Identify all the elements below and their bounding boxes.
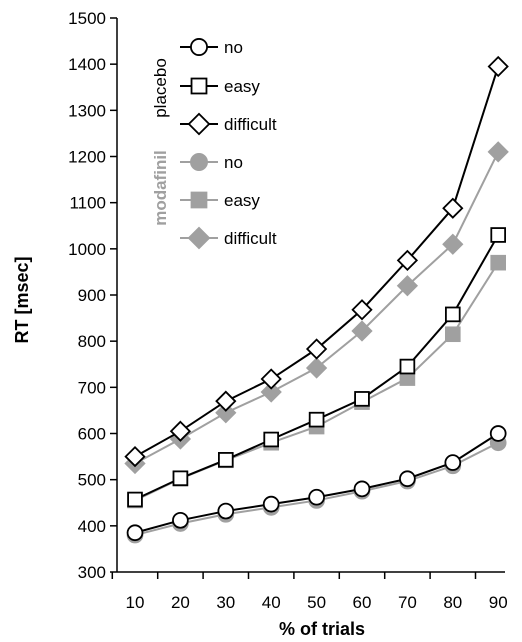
data-point xyxy=(354,391,370,407)
legend-group-modafinil: modafinil xyxy=(151,150,170,226)
data-point xyxy=(172,511,189,529)
x-tick-label: 20 xyxy=(171,593,190,612)
y-tick-label: 1300 xyxy=(68,101,106,120)
legend-entry-placebo-no: no xyxy=(180,38,243,57)
data-point xyxy=(399,358,416,375)
y-tick-label: 1400 xyxy=(68,55,106,74)
data-point xyxy=(215,390,237,412)
data-point xyxy=(351,299,373,321)
series-placebo-no xyxy=(126,425,507,542)
data-point xyxy=(263,431,279,448)
y-tick-label: 400 xyxy=(78,517,106,536)
data-point xyxy=(399,470,416,488)
data-point xyxy=(490,254,506,271)
series-modafinil-difficult xyxy=(124,141,509,475)
x-axis-title: % of trials xyxy=(279,619,365,639)
x-tick-label: 90 xyxy=(489,593,508,612)
data-point xyxy=(442,233,464,255)
legend-label: easy xyxy=(224,191,260,210)
axes: 300 400 500 600 700 800 900 1000 1100 1200 1300 140… xyxy=(68,9,507,612)
data-point xyxy=(305,338,328,360)
data-point xyxy=(308,411,325,428)
x-tick-label: 60 xyxy=(353,593,372,612)
data-point xyxy=(444,326,461,343)
series-placebo-easy xyxy=(127,227,506,508)
x-tick-label: 30 xyxy=(216,593,235,612)
data-point xyxy=(444,454,462,471)
data-point xyxy=(172,470,189,487)
legend-label: no xyxy=(224,153,243,172)
legend-label: difficult xyxy=(224,229,277,248)
legend-entry-modafinil-no: no xyxy=(180,153,243,172)
data-point xyxy=(260,368,282,390)
data-point xyxy=(305,357,328,379)
y-tick-label: 300 xyxy=(78,563,106,582)
data-point xyxy=(260,381,282,403)
series-line xyxy=(134,432,499,534)
data-point xyxy=(308,488,325,506)
legend-marker xyxy=(187,226,211,250)
x-tick-label: 70 xyxy=(398,593,417,612)
data-point xyxy=(126,524,144,542)
y-tick-label: 1100 xyxy=(69,194,106,213)
data-point xyxy=(489,425,507,442)
data-point xyxy=(442,197,464,219)
series-layer xyxy=(124,55,509,544)
data-point xyxy=(215,402,237,424)
data-point xyxy=(351,320,373,342)
data-point xyxy=(487,141,509,163)
data-point xyxy=(353,480,371,498)
legend-entry-placebo-easy: easy xyxy=(180,77,260,96)
legend-marker xyxy=(187,112,211,136)
y-tick-label: 700 xyxy=(78,378,106,397)
legend-entry-modafinil-difficult: difficult xyxy=(180,226,277,250)
legend-group-placebo: placebo xyxy=(151,58,170,118)
y-axis-title: RT [msec] xyxy=(12,256,32,343)
data-point xyxy=(487,55,509,78)
y-tick-label: 1200 xyxy=(68,148,106,167)
data-point xyxy=(396,249,419,272)
data-point xyxy=(127,491,143,508)
legend-label: easy xyxy=(224,77,260,96)
legend-entry-modafinil-easy: easy xyxy=(180,191,260,210)
data-point xyxy=(217,452,234,468)
y-tick-label: 500 xyxy=(78,471,106,490)
y-tick-label: 900 xyxy=(78,286,106,305)
y-tick-label: 1000 xyxy=(68,240,106,259)
y-tick-label: 1500 xyxy=(68,9,106,28)
y-tick-label: 800 xyxy=(78,332,106,351)
data-point xyxy=(169,420,192,442)
legend: no easy difficult no easy difficult placebo mod… xyxy=(151,38,277,250)
legend-marker xyxy=(190,38,208,56)
x-tick-label: 80 xyxy=(443,593,462,612)
data-point xyxy=(217,502,235,520)
data-point xyxy=(396,275,419,297)
y-tick-label: 600 xyxy=(78,425,106,444)
data-point xyxy=(124,445,146,468)
legend-marker xyxy=(190,191,208,209)
data-point xyxy=(490,227,506,243)
x-tick-label: 40 xyxy=(262,593,281,612)
legend-marker xyxy=(190,153,208,171)
x-tick-label: 10 xyxy=(126,593,145,612)
legend-label: difficult xyxy=(224,115,277,134)
data-point xyxy=(444,306,461,323)
legend-entry-placebo-difficult: difficult xyxy=(180,112,277,136)
legend-label: no xyxy=(224,38,243,57)
series-placebo-difficult xyxy=(124,55,509,468)
data-point xyxy=(262,495,280,513)
x-tick-label: 50 xyxy=(307,593,326,612)
legend-marker xyxy=(190,77,208,95)
